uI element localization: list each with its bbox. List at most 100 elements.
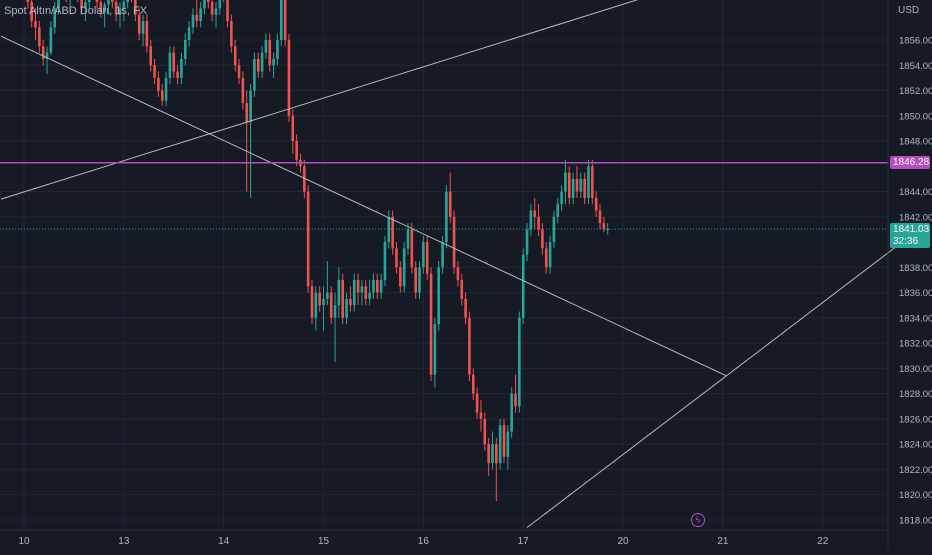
candle-body <box>268 40 272 66</box>
y-tick-label: 1822.00 <box>899 465 932 476</box>
candle-body <box>445 191 448 243</box>
y-tick-label: 1818.00 <box>899 515 932 526</box>
candle-body <box>279 0 283 41</box>
candle-body <box>368 292 371 299</box>
candle-body <box>253 58 256 91</box>
candle-body <box>402 248 406 287</box>
candle-body <box>318 292 321 306</box>
y-tick-label: 1852.00 <box>899 86 932 97</box>
y-tick-label: 1838.00 <box>899 263 932 274</box>
candle-body <box>137 14 141 34</box>
x-tick-label: 17 <box>518 536 530 547</box>
candle-body <box>314 292 318 318</box>
candle-body <box>391 216 394 249</box>
candle-body <box>107 0 110 5</box>
candle-body <box>372 279 375 293</box>
candle-body <box>379 279 383 293</box>
candle-body <box>456 267 460 280</box>
candle-body <box>53 8 57 28</box>
candle-body <box>525 229 529 255</box>
candle-body <box>598 210 602 224</box>
currency-label: USD <box>898 5 920 16</box>
candle-body <box>214 8 218 15</box>
y-tick-label: 1842.00 <box>899 212 932 223</box>
candle-body <box>395 248 398 268</box>
candle-body <box>341 279 345 318</box>
candle-body <box>126 0 129 3</box>
y-tick-label: 1836.00 <box>899 288 932 299</box>
candle-body <box>329 292 333 318</box>
candle-body <box>149 46 153 66</box>
candle-body <box>606 229 609 231</box>
candle-body <box>38 27 41 47</box>
candle-body <box>441 242 444 268</box>
candle-body <box>264 40 268 53</box>
bar-countdown-tag: 32:36 <box>890 235 930 248</box>
candle-body <box>153 65 156 78</box>
candle-body <box>575 178 579 192</box>
candle-body <box>437 267 441 325</box>
candle-body <box>160 90 164 101</box>
level-price-tag: 1846.28 <box>890 156 930 170</box>
y-tick-label: 1832.00 <box>899 339 932 350</box>
candle-body <box>544 248 548 268</box>
candle-body <box>122 2 126 9</box>
candle-body <box>541 229 544 249</box>
trend-line <box>0 0 639 200</box>
lightning-bolt-icon[interactable]: ϟ <box>691 513 705 527</box>
candle-body <box>591 166 594 198</box>
candle-body <box>487 444 490 464</box>
candle-body <box>498 425 502 464</box>
candle-body <box>141 21 145 34</box>
y-tick-label: 1820.00 <box>899 490 932 501</box>
candle-body <box>567 172 571 198</box>
candle-body <box>491 444 494 464</box>
candle-body <box>594 197 598 211</box>
candle-body <box>514 393 517 407</box>
candle-body <box>157 77 160 91</box>
y-tick-label: 1850.00 <box>899 111 932 122</box>
candle-body <box>333 305 337 318</box>
candle-body <box>210 2 214 15</box>
candle-body <box>602 223 606 230</box>
candle-body <box>375 279 379 293</box>
x-tick-label: 14 <box>218 536 230 547</box>
candle-body <box>164 77 168 101</box>
candle-body <box>418 267 421 293</box>
candle-body <box>95 0 99 3</box>
x-tick-label: 20 <box>617 536 629 547</box>
x-tick-label: 22 <box>817 536 829 547</box>
candle-body <box>564 172 567 192</box>
candle-body <box>322 298 325 306</box>
candle-body <box>506 431 510 457</box>
candle-body <box>134 0 137 15</box>
candle-body <box>99 2 103 13</box>
candle-body <box>230 21 233 47</box>
candle-body <box>429 273 433 375</box>
candle-body <box>337 279 341 306</box>
candle-body <box>57 0 60 9</box>
x-tick-label: 16 <box>418 536 430 547</box>
candle-body <box>483 418 487 445</box>
candle-body <box>276 40 279 59</box>
x-tick-label: 10 <box>18 536 30 547</box>
candle-body <box>464 298 467 318</box>
candle-body <box>583 178 586 198</box>
candle-body <box>349 298 352 306</box>
candle-body <box>241 77 245 104</box>
candle-body <box>422 242 425 268</box>
candle-body <box>579 178 583 192</box>
candle-body <box>560 191 563 205</box>
symbol-title: Spot Altın/ABD Doları, 1s, FX <box>4 5 148 17</box>
candle-body <box>256 58 260 72</box>
candle-body <box>303 166 306 192</box>
candle-body <box>556 204 560 217</box>
candle-body <box>283 0 287 41</box>
trend-line <box>0 35 727 377</box>
y-tick-label: 1830.00 <box>899 364 932 375</box>
candle-body <box>287 40 291 116</box>
candle-body <box>80 0 83 9</box>
candle-body <box>306 191 310 287</box>
